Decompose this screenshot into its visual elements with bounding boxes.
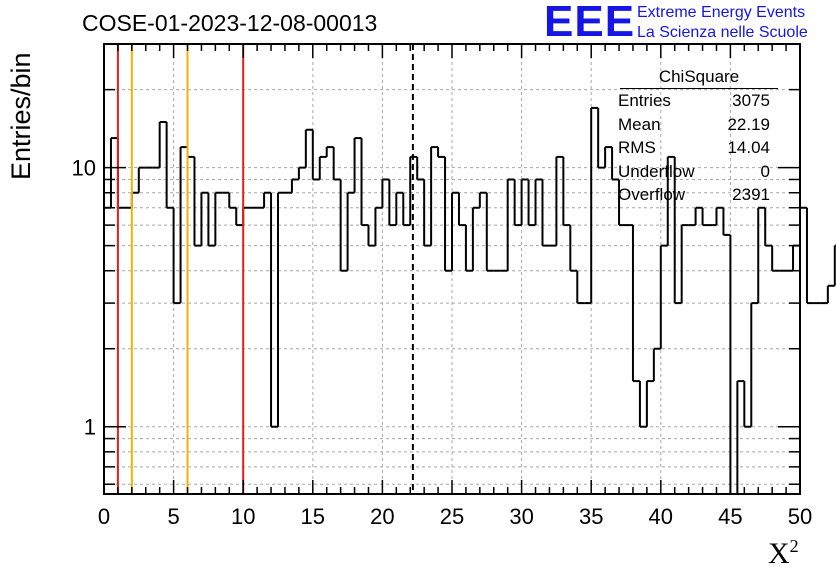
stats-row: Underflow 0 — [610, 160, 778, 184]
stats-label: Mean — [618, 114, 661, 134]
x-tick-label: 15 — [301, 504, 325, 529]
stats-value: 14.04 — [727, 138, 770, 157]
x-tick-label: 25 — [440, 504, 464, 529]
x-tick-label: 10 — [231, 504, 255, 529]
x-tick-label: 5 — [167, 504, 179, 529]
x-axis-label: X2 — [768, 536, 799, 570]
x-tick-label: 0 — [98, 504, 110, 529]
stats-label: RMS — [618, 138, 656, 157]
stats-row: Mean 22.19 — [610, 113, 778, 137]
x-tick-label: 45 — [718, 504, 742, 529]
stats-row: Overflow 2391 — [610, 183, 778, 207]
x-tick-label: 35 — [579, 504, 603, 529]
stats-label: Overflow — [618, 185, 686, 204]
stats-label: Underflow — [618, 161, 695, 181]
histogram-bars — [104, 106, 836, 495]
x-tick-label: 50 — [788, 504, 812, 529]
logo-line-2: La Scienza nelle Scuole — [637, 24, 808, 41]
stats-value: 2391 — [732, 185, 770, 204]
x-tick-label: 20 — [370, 504, 394, 529]
stats-value: 0 — [760, 161, 770, 181]
stats-label: Entries — [618, 91, 671, 110]
y-tick-label: 10 — [72, 156, 96, 181]
stats-value: 3075 — [732, 91, 770, 110]
y-tick-label: 1 — [84, 415, 96, 440]
logo-line-1: Extreme Energy Events — [637, 4, 806, 21]
stats-value: 22.19 — [727, 114, 770, 134]
stats-name: ChiSquare — [620, 66, 778, 89]
eee-logo: EEE — [544, 0, 636, 46]
y-axis-label: Entries/bin — [6, 52, 36, 180]
chart-title: COSE-01-2023-12-08-00013 — [82, 10, 378, 36]
axes: 0 5 10 15 20 25 30 35 40 45 50 1 10 — [72, 43, 812, 529]
stats-row: Entries 3075 — [610, 89, 778, 113]
stats-box: ChiSquare Entries 3075 Mean 22.19 RMS 14.04… — [610, 66, 778, 207]
stats-row: RMS 14.04 — [610, 136, 778, 160]
marker-lines — [116, 44, 414, 494]
x-tick-label: 30 — [509, 504, 533, 529]
x-tick-label: 40 — [649, 504, 673, 529]
